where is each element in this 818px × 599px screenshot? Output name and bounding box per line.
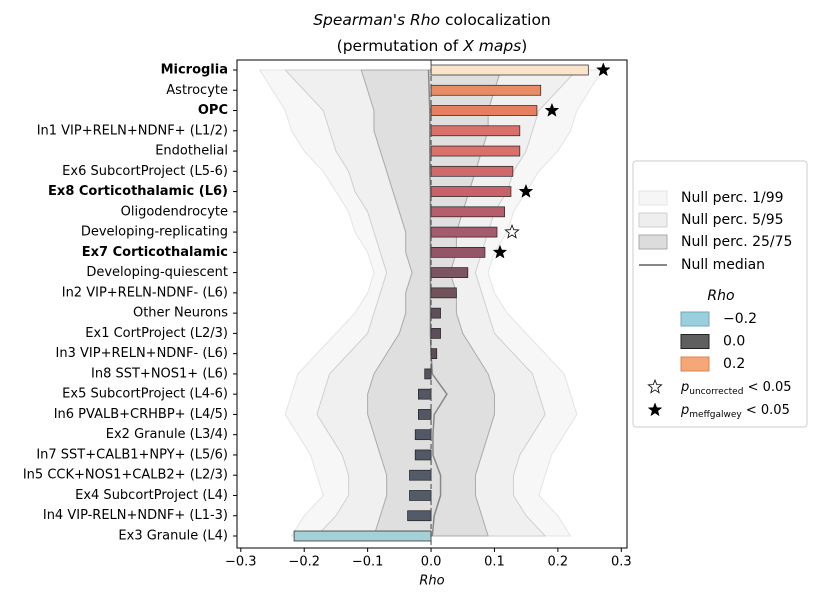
x-tick-label: −0.1: [352, 555, 384, 570]
y-tick-label: Ex7 Corticothalamic: [82, 245, 228, 260]
legend-label: Null perc. 1/99: [681, 190, 784, 206]
legend-label: Null median: [681, 257, 765, 273]
plot-frame: [236, 59, 628, 549]
title-segment: colocalization: [440, 11, 551, 29]
legend-label-rest: < 0.05: [743, 380, 791, 395]
y-tick-label: Endothelial: [155, 144, 228, 159]
bar: [430, 246, 486, 258]
bar: [430, 125, 521, 137]
legend-star: [647, 378, 663, 394]
x-tick-label: −0.2: [288, 555, 320, 570]
legend-patch: [680, 334, 710, 349]
significance-star: [492, 244, 508, 259]
title-segment: (permutation of: [337, 37, 464, 55]
bar: [430, 165, 514, 177]
bar: [407, 510, 432, 522]
y-tick-label: In4 VIP-RELN+NDNF+ (L1-3): [43, 508, 228, 523]
y-tick-label: Ex4 SubcortProject (L4): [75, 488, 228, 503]
legend-patch: [680, 311, 710, 327]
y-tick-label: In3 VIP+RELN+NDNF- (L6): [56, 346, 228, 361]
y-tick-label: Developing-quiescent: [86, 265, 228, 280]
legend-patch: [638, 190, 668, 206]
bar: [293, 530, 432, 542]
y-tick-label: Microglia: [161, 63, 228, 78]
legend-star: [647, 402, 663, 417]
y-tick-label: Ex2 Granule (L3/4): [106, 427, 228, 442]
x-tick-label: −0.3: [225, 555, 257, 570]
title-segment: ): [521, 37, 527, 55]
bar: [430, 287, 457, 299]
y-tick-label: In5 CCK+NOS1+CALB2+ (L2/3): [23, 468, 228, 483]
y-tick-label: In7 SST+CALB1+NPY+ (L5/6): [36, 447, 228, 462]
legend-label-sub: meffgalwey: [689, 410, 742, 420]
legend-label: pmeffgalwey < 0.05: [680, 403, 790, 420]
bar: [418, 409, 432, 420]
y-tick-label: Developing-replicating: [81, 225, 228, 240]
y-tick-label: In6 PVALB+CRHBP+ (L4/5): [54, 407, 228, 422]
legend-patch: [638, 212, 668, 228]
legend-patch: [638, 234, 668, 250]
bar: [430, 84, 542, 96]
legend-label: −0.2: [723, 311, 757, 327]
legend-label-base: p: [680, 380, 689, 395]
y-tick-label: Ex5 SubcortProject (L4-6): [62, 387, 228, 402]
bar: [430, 105, 538, 116]
bar: [409, 490, 432, 501]
null-median: [427, 69, 448, 537]
significance-star: [544, 102, 560, 117]
legend-label-sub: uncorrected: [689, 387, 743, 397]
y-tick-label: In8 SST+NOS1+ (L6): [91, 366, 228, 381]
title-line-1: Spearman's Rho colocalization: [313, 11, 551, 29]
bar: [430, 186, 512, 197]
x-tick-label: 0.2: [548, 555, 569, 570]
significance-star: [504, 223, 520, 239]
y-tick-label: In1 VIP+RELN+NDNF+ (L1/2): [37, 123, 228, 138]
y-tick-label: Ex3 Granule (L4): [118, 529, 228, 544]
legend-label-base: p: [680, 403, 689, 418]
legend-label: puncorrected < 0.05: [680, 380, 792, 397]
legend-patch: [680, 356, 710, 372]
bar: [409, 469, 432, 481]
legend-title: Rho: [707, 288, 734, 304]
x-axis-label: Rho: [419, 574, 444, 589]
y-tick-label: OPC: [198, 103, 228, 118]
title-segment: Spearman's Rho: [313, 11, 440, 29]
bar: [430, 307, 441, 319]
bar: [430, 64, 589, 76]
legend-label: 0.0: [723, 334, 745, 350]
legend-label: Null perc. 25/75: [681, 234, 792, 250]
bar: [430, 145, 521, 157]
bar: [430, 328, 441, 339]
y-tick-label: In2 VIP+RELN-NDNF- (L6): [62, 285, 228, 300]
y-tick-label: Oligodendrocyte: [121, 204, 228, 219]
x-tick-label: 0.3: [611, 555, 632, 570]
bar: [414, 449, 432, 461]
legend-box: [632, 160, 808, 428]
y-tick-label: Ex8 Corticothalamic (L6): [48, 184, 228, 199]
legend-label-rest: < 0.05: [742, 403, 790, 418]
bar: [430, 226, 498, 238]
title-line-2: (permutation of X maps): [337, 37, 528, 55]
y-tick-label: Other Neurons: [133, 306, 228, 321]
x-tick-label: 0.0: [421, 555, 442, 570]
significance-star: [595, 62, 611, 77]
bar: [424, 368, 432, 380]
title-segment: X maps: [462, 37, 521, 55]
bar: [414, 429, 432, 441]
bar: [430, 267, 469, 278]
y-tick-label: Ex1 CortProject (L2/3): [85, 326, 228, 341]
x-tick-label: 0.1: [484, 555, 505, 570]
legend-label: 0.2: [723, 356, 745, 372]
significance-star: [518, 183, 534, 198]
y-tick-label: Astrocyte: [166, 83, 228, 98]
bar: [430, 206, 505, 218]
y-tick-label: Ex6 SubcortProject (L5-6): [62, 164, 228, 179]
bar: [418, 388, 432, 400]
bar: [430, 348, 438, 360]
legend-label: Null perc. 5/95: [681, 212, 784, 228]
